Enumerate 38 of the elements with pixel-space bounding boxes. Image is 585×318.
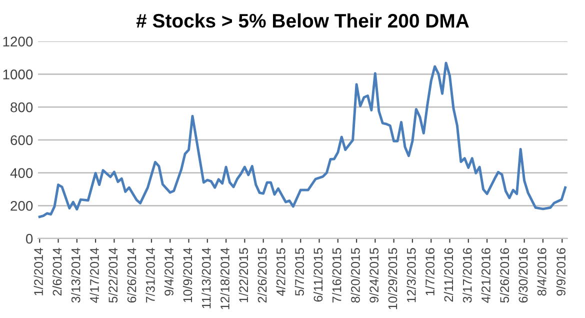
x-tick-label: 11/13/2014 — [202, 248, 211, 308]
x-tick-label: 6/11/2015 — [313, 248, 323, 302]
x-tick-label: 4/21/2016 — [481, 248, 490, 303]
x-tick-label: 1/22/2015 — [238, 248, 248, 302]
x-tick-label: 7/16/2015 — [332, 248, 342, 302]
y-tick-label: 1200 — [3, 36, 33, 47]
x-tick-label: 6/26/2014 — [127, 248, 136, 302]
y-tick-label: 400 — [10, 168, 33, 178]
x-tick-label: 12/18/2014 — [220, 248, 230, 310]
y-tick-label: 600 — [10, 135, 33, 146]
x-tick-label: 8/20/2015 — [350, 248, 360, 303]
x-tick-label: 10/9/2014 — [182, 248, 192, 302]
x-tick-label: 2/6/2014 — [52, 248, 62, 296]
x-tick-label: 4/2/2015 — [276, 248, 286, 296]
line-series — [38, 62, 567, 218]
x-tick-label: 5/26/2016 — [500, 248, 510, 303]
x-tick-label: 9/9/2016 — [556, 248, 566, 296]
x-tick-label: 2/26/2015 — [257, 248, 267, 302]
x-tick-label: 3/13/2014 — [71, 248, 80, 303]
x-tick-label: 1/7/2016 — [425, 248, 434, 296]
x-tick-label: 9/4/2014 — [164, 248, 174, 296]
y-tick-label: 200 — [10, 200, 33, 211]
x-tick-label: 9/24/2015 — [369, 248, 379, 303]
x-tick-label: 4/17/2014 — [90, 248, 99, 303]
x-tick-label: 2/11/2016 — [444, 248, 454, 302]
x-tick-label: 8/4/2016 — [537, 248, 546, 296]
chart-title: # Stocks > 5% Below Their 200 DMA — [136, 13, 469, 28]
x-tick-label: 5/22/2014 — [108, 248, 118, 303]
x-tick-label: 10/29/2015 — [388, 248, 398, 310]
y-tick-label: 1000 — [3, 70, 33, 80]
y-tick-label: 800 — [10, 102, 33, 112]
x-tick-label: 12/3/2015 — [406, 248, 416, 302]
x-tick-label: 7/31/2014 — [146, 248, 155, 302]
x-tick-label: 3/17/2016 — [462, 248, 472, 303]
x-tick-label: 1/2/2014 — [34, 248, 43, 296]
x-tick-label: 6/30/2016 — [518, 248, 528, 302]
y-tick-label: 0 — [26, 234, 33, 244]
x-tick-label: 5/7/2015 — [294, 248, 304, 296]
